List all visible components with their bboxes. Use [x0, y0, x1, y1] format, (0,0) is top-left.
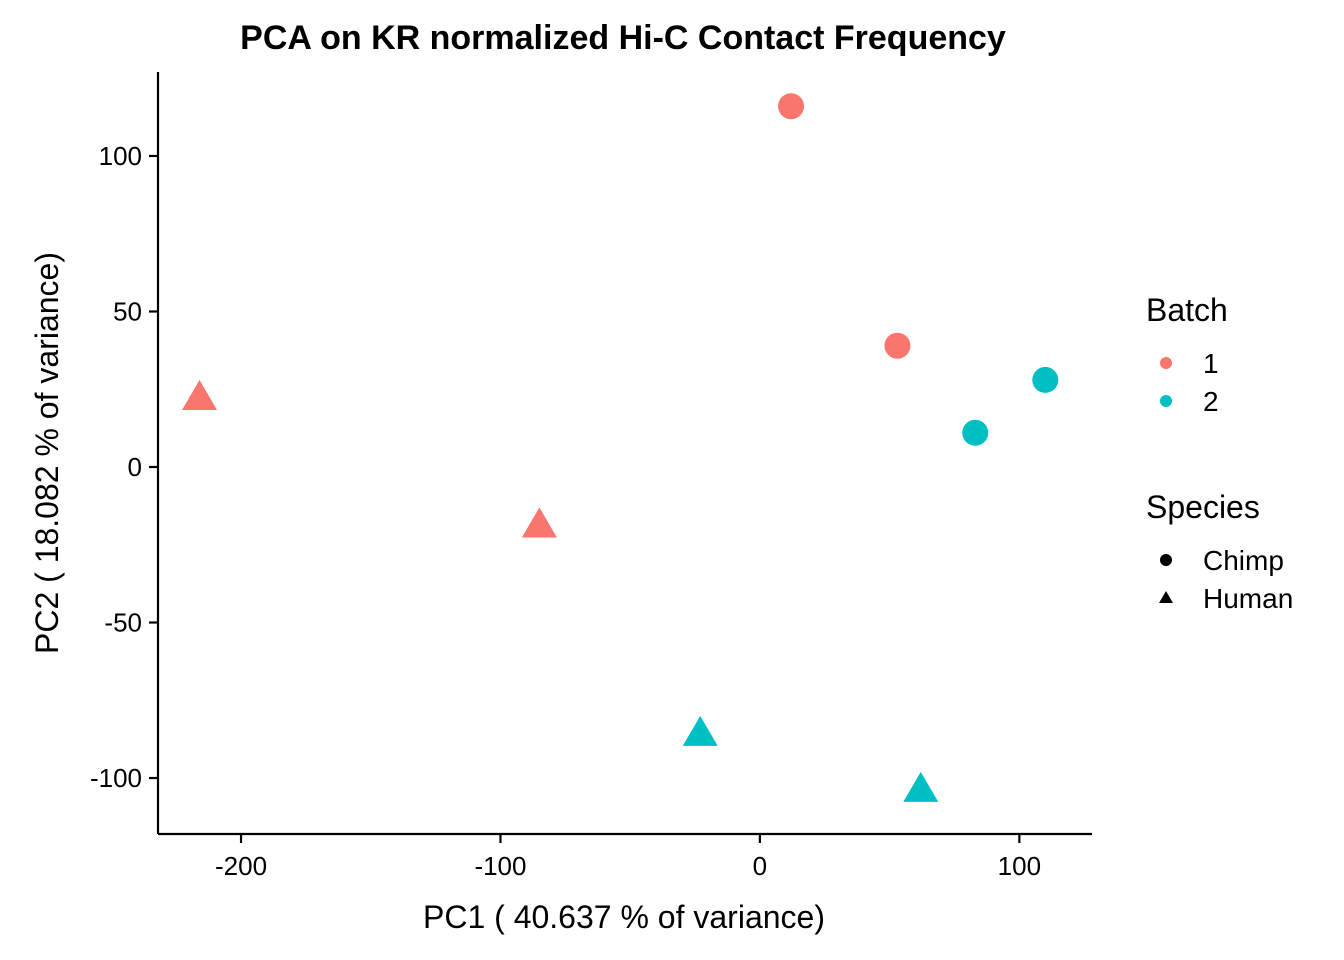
x-axis-label: PC1 ( 40.637 % of variance)	[423, 899, 825, 935]
data-point-chimp	[778, 93, 805, 120]
chart-title: PCA on KR normalized Hi-C Contact Freque…	[240, 19, 1006, 57]
legend-batch-2-label: 2	[1203, 386, 1219, 417]
data-point-human	[521, 507, 557, 538]
data-point-human	[682, 715, 718, 746]
legend-chimp-label: Chimp	[1203, 545, 1284, 576]
legend-batch-1-label: 1	[1203, 348, 1219, 379]
data-point-human	[182, 379, 218, 410]
x-tick-label: -100	[474, 851, 526, 881]
y-tick-label: 0	[128, 452, 142, 482]
y-axis-label: PC2 ( 18.082 % of variance)	[29, 252, 65, 654]
data-point-chimp	[1032, 366, 1059, 393]
y-tick-label: -100	[90, 763, 142, 793]
legend-chimp-key	[1160, 554, 1172, 566]
data-point-human	[903, 771, 939, 802]
plot-area: -200 -100 0 100 -100 -50 0 50 100	[90, 72, 1092, 881]
y-tick-label: 100	[99, 141, 142, 171]
legend-human-label: Human	[1203, 583, 1293, 614]
data-point-chimp	[962, 419, 989, 446]
legend-human-key	[1159, 591, 1173, 603]
legend-batch-title: Batch	[1146, 292, 1228, 328]
data-points	[182, 93, 1059, 802]
legend-batch-1-key	[1160, 357, 1172, 369]
legend-batch-2-key	[1160, 395, 1172, 407]
legend-species-title: Species	[1146, 489, 1260, 525]
y-tick-label: -50	[104, 608, 142, 638]
legend: Batch 1 2 Species Chimp Human	[1146, 292, 1293, 614]
y-tick-label: 50	[113, 296, 142, 326]
x-tick-label: 100	[998, 851, 1041, 881]
x-tick-label: -200	[215, 851, 267, 881]
data-point-chimp	[884, 332, 911, 359]
x-tick-label: 0	[753, 851, 767, 881]
